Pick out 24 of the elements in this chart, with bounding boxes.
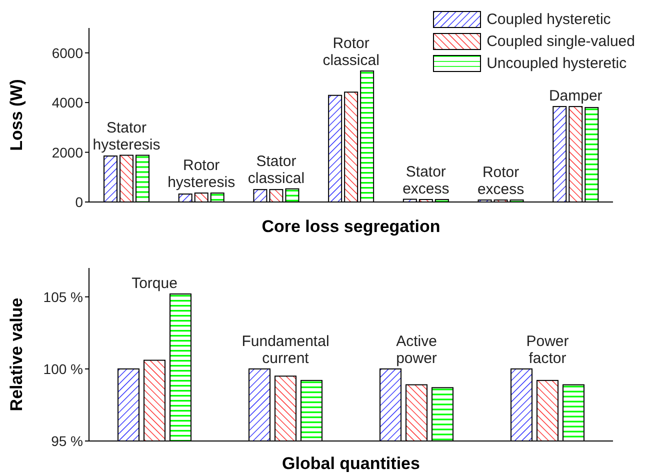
y-tick-label: 6000 [52,44,84,61]
legend-label: Coupled hysteretic [486,10,611,28]
y-tick-label: 0 [75,194,84,210]
y-tick-label: 95 % [51,432,83,449]
y-axis-title: Loss (W) [7,79,26,151]
category-label: Active power [396,332,437,367]
category-label: Damper [548,88,602,105]
y-axis-title: Relative value [7,298,26,412]
category-label: Rotor excess [477,164,524,198]
category-label: Rotor hysteresis [168,157,236,192]
y-tick-label: 100 % [43,360,83,377]
category-label: Torque [132,274,178,292]
legend-label: Coupled single-valued [486,32,635,50]
category-label: Rotor classical [322,35,380,70]
category-label: Fundamental current [242,332,330,367]
y-tick-label: 105 % [43,288,83,305]
legend-label: Uncoupled hysteretic [486,54,627,72]
category-label: Stator excess [402,163,450,198]
category-label: Stator hysteresis [92,119,160,154]
category-label: Power factor [526,332,569,367]
x-axis-title: Core loss segregation [262,217,440,236]
y-tick-label: 4000 [52,94,84,111]
y-tick-label: 2000 [52,144,84,160]
category-label: Stator classical [248,152,305,187]
